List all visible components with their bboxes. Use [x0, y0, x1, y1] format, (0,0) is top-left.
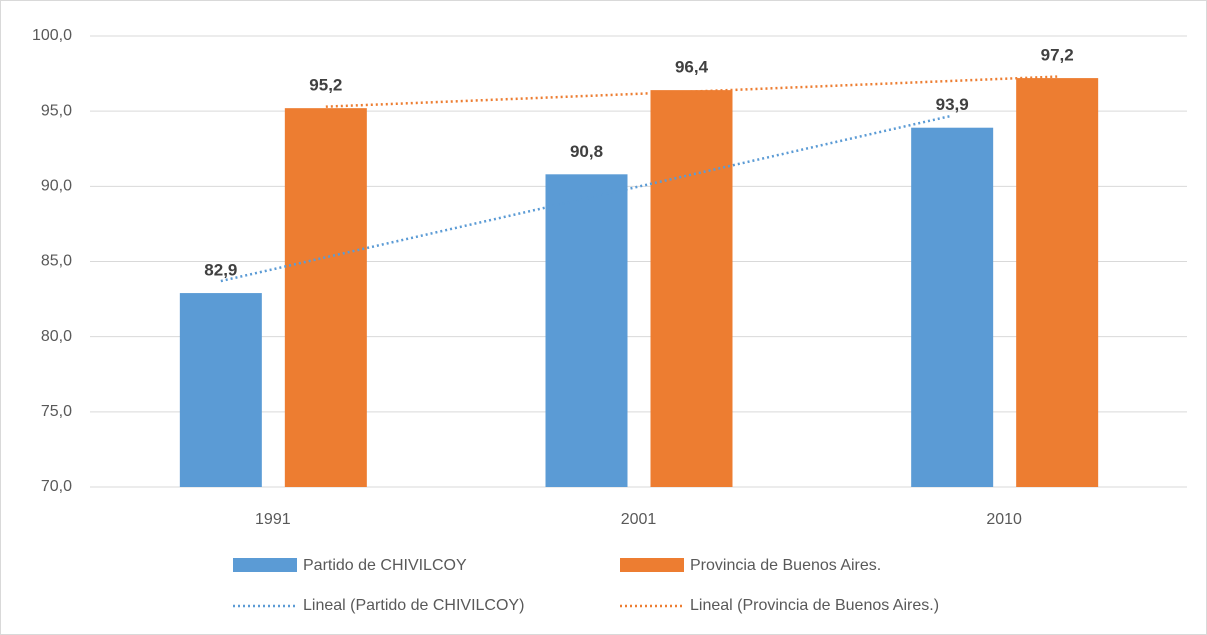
legend-label: Provincia de Buenos Aires.	[690, 557, 881, 574]
bar	[650, 90, 733, 488]
legend-label: Lineal (Provincia de Buenos Aires.)	[690, 597, 939, 614]
y-tick-label: 80,0	[41, 328, 72, 345]
value-label: 96,4	[675, 58, 709, 77]
y-tick-label: 100,0	[32, 27, 72, 44]
value-label: 95,2	[309, 76, 342, 95]
legend-swatch	[620, 558, 684, 572]
legend-swatch	[233, 558, 297, 572]
value-label: 90,8	[570, 142, 603, 161]
y-tick-label: 95,0	[41, 102, 72, 119]
y-tick-label: 70,0	[41, 478, 72, 495]
y-tick-label: 90,0	[41, 178, 72, 195]
bar	[545, 174, 628, 487]
legend-label: Partido de CHIVILCOY	[303, 557, 467, 574]
value-label: 93,9	[936, 95, 969, 114]
bar	[911, 127, 994, 487]
legend-label: Lineal (Partido de CHIVILCOY)	[303, 597, 524, 614]
x-tick-label: 2010	[986, 511, 1022, 528]
trend-line	[325, 75, 1058, 108]
bar	[179, 293, 262, 487]
bar	[1016, 78, 1099, 488]
bar	[284, 108, 367, 487]
y-tick-label: 75,0	[41, 403, 72, 420]
y-tick-label: 85,0	[41, 253, 72, 270]
x-tick-label: 1991	[255, 511, 291, 528]
value-label: 82,9	[204, 261, 237, 280]
value-label: 97,2	[1041, 46, 1074, 65]
x-tick-label: 2001	[621, 511, 657, 528]
